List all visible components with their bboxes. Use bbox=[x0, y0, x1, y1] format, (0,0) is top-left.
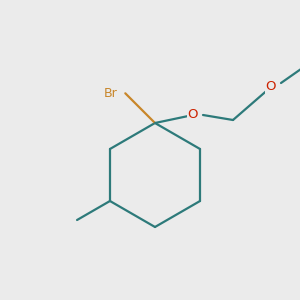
Text: Br: Br bbox=[103, 87, 117, 100]
Text: O: O bbox=[188, 109, 198, 122]
Text: O: O bbox=[266, 80, 276, 94]
